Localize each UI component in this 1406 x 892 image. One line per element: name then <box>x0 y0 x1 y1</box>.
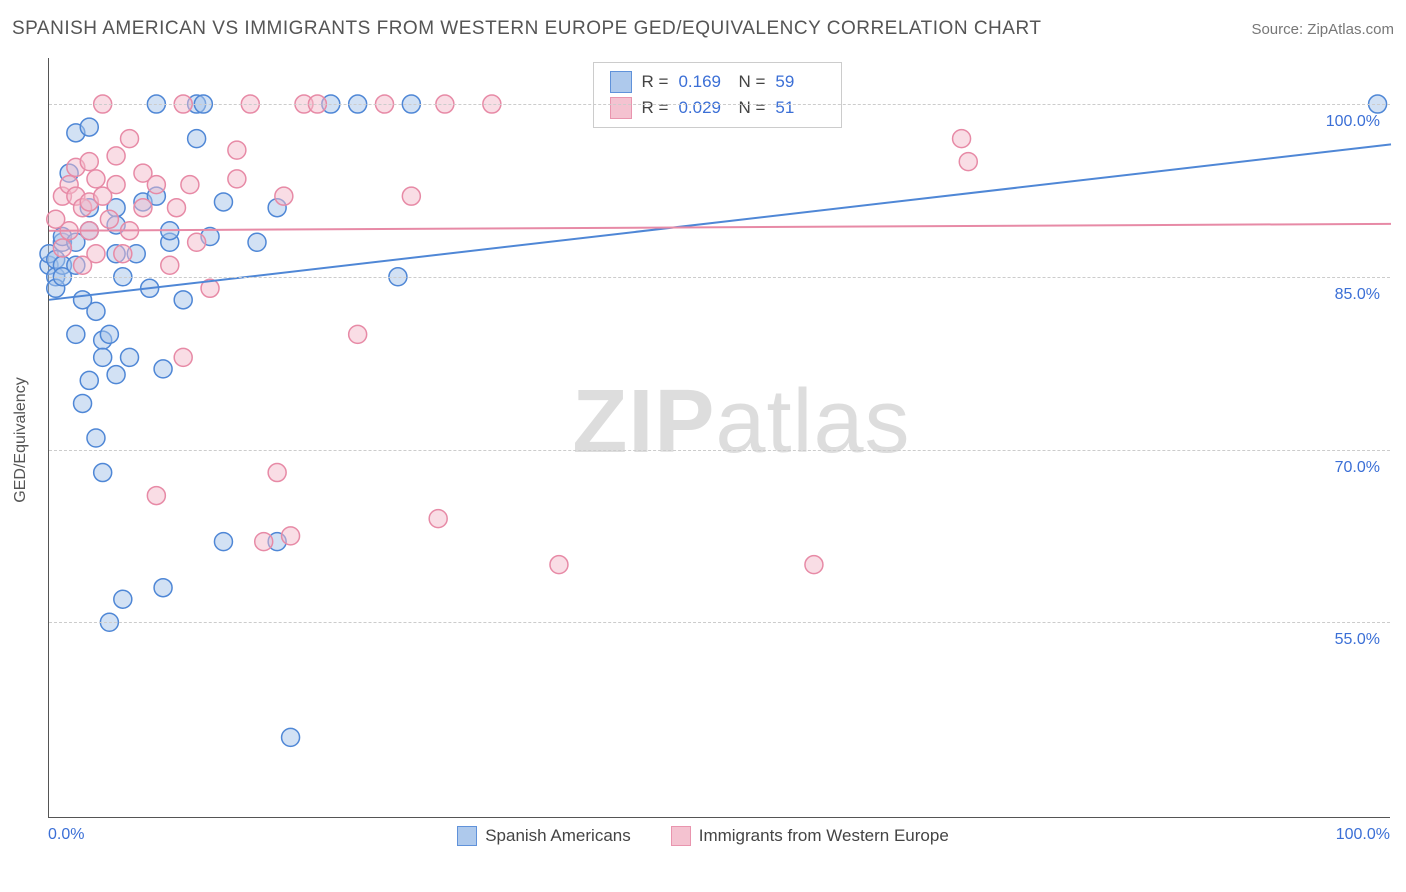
legend-r-value: 0.029 <box>678 98 728 118</box>
data-point <box>80 153 98 171</box>
legend-r-key: R = <box>642 98 669 118</box>
data-point <box>67 325 85 343</box>
data-point <box>550 556 568 574</box>
data-point <box>87 245 105 263</box>
gridline <box>49 450 1390 451</box>
series-legend-label: Immigrants from Western Europe <box>699 826 949 846</box>
plot-area: ZIPatlas R =0.169N =59R =0.029N =51 100.… <box>48 58 1390 818</box>
data-point <box>134 199 152 217</box>
legend-n-key: N = <box>738 98 765 118</box>
trend-line <box>49 224 1391 231</box>
data-point <box>80 371 98 389</box>
data-point <box>188 130 206 148</box>
y-tick-label: 85.0% <box>1335 286 1380 304</box>
data-point <box>429 510 447 528</box>
legend-swatch <box>610 97 632 119</box>
correlation-legend: R = 0.169 N = 59 R = 0.029 N = 51 <box>593 62 843 128</box>
data-point <box>953 130 971 148</box>
data-point <box>154 579 172 597</box>
legend-swatch <box>610 71 632 93</box>
data-point <box>80 118 98 136</box>
series-legend-item: Immigrants from Western Europe <box>671 826 949 846</box>
chart-title: SPANISH AMERICAN VS IMMIGRANTS FROM WEST… <box>12 18 1041 40</box>
legend-swatch <box>457 826 477 846</box>
data-point <box>167 199 185 217</box>
data-point <box>255 533 273 551</box>
y-tick-label: 100.0% <box>1326 113 1380 131</box>
data-point <box>53 239 71 257</box>
data-point <box>87 429 105 447</box>
series-legend-item: Spanish Americans <box>457 826 631 846</box>
data-point <box>181 176 199 194</box>
data-point <box>282 728 300 746</box>
gridline <box>49 277 1390 278</box>
data-point <box>87 302 105 320</box>
data-point <box>121 130 139 148</box>
data-point <box>959 153 977 171</box>
data-point <box>214 533 232 551</box>
data-point <box>147 176 165 194</box>
scatter-svg <box>49 58 1390 817</box>
data-point <box>268 464 286 482</box>
data-point <box>121 348 139 366</box>
data-point <box>248 233 266 251</box>
series-legend-label: Spanish Americans <box>485 826 631 846</box>
data-point <box>94 348 112 366</box>
data-point <box>174 291 192 309</box>
gridline <box>49 104 1390 105</box>
correlation-legend-row: R = 0.169 N = 59 <box>610 69 826 95</box>
data-point <box>100 210 118 228</box>
y-axis-label: GED/Equivalency <box>12 377 30 502</box>
source-label: Source: ZipAtlas.com <box>1251 21 1394 38</box>
data-point <box>228 141 246 159</box>
series-legend: Spanish Americans Immigrants from Western… <box>0 826 1406 846</box>
legend-r-key: R = <box>642 72 669 92</box>
legend-r-value: 0.169 <box>678 72 728 92</box>
data-point <box>402 187 420 205</box>
gridline <box>49 622 1390 623</box>
data-point <box>114 590 132 608</box>
data-point <box>74 394 92 412</box>
data-point <box>147 487 165 505</box>
data-point <box>805 556 823 574</box>
data-point <box>114 245 132 263</box>
data-point <box>87 170 105 188</box>
data-point <box>100 325 118 343</box>
legend-swatch <box>671 826 691 846</box>
y-tick-label: 55.0% <box>1335 631 1380 649</box>
correlation-legend-row: R = 0.029 N = 51 <box>610 95 826 121</box>
y-tick-label: 70.0% <box>1335 459 1380 477</box>
legend-n-key: N = <box>738 72 765 92</box>
data-point <box>107 366 125 384</box>
data-point <box>282 527 300 545</box>
data-point <box>161 256 179 274</box>
data-point <box>107 176 125 194</box>
data-point <box>154 360 172 378</box>
data-point <box>228 170 246 188</box>
legend-n-value: 51 <box>775 98 825 118</box>
legend-n-value: 59 <box>775 72 825 92</box>
data-point <box>214 193 232 211</box>
data-point <box>275 187 293 205</box>
data-point <box>349 325 367 343</box>
data-point <box>188 233 206 251</box>
data-point <box>174 348 192 366</box>
data-point <box>107 147 125 165</box>
data-point <box>94 464 112 482</box>
